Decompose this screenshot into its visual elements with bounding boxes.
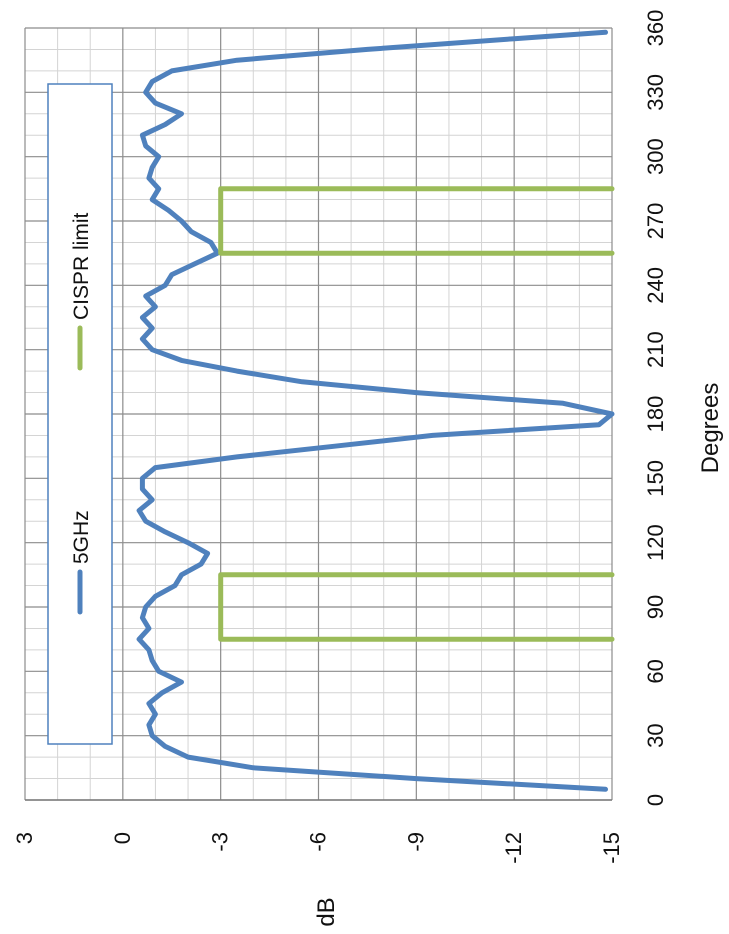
y-tick-label: 3 [12, 832, 37, 844]
x-tick-label: 150 [643, 460, 668, 497]
legend-label-cispr: CISPR limit [70, 212, 93, 320]
y-tick-label: -9 [403, 832, 428, 852]
series-line-cispr-limit [218, 186, 615, 642]
x-tick-label: 120 [643, 524, 668, 561]
x-tick-label: 300 [643, 138, 668, 175]
y-tick-label: -3 [208, 832, 233, 852]
legend-box [47, 83, 113, 745]
legend-label-5ghz: 5GHz [70, 510, 93, 564]
y-tick-label: 0 [110, 832, 135, 844]
x-tick-label: 210 [643, 331, 668, 368]
x-axis-title: Degrees [697, 383, 724, 474]
x-tick-label: 180 [643, 396, 668, 433]
x-tick-label: 330 [643, 74, 668, 111]
x-tick-label: 60 [643, 659, 668, 683]
x-tick-label: 360 [643, 10, 668, 47]
x-tick-label: 0 [643, 794, 668, 806]
y-tick-label: -6 [306, 832, 331, 852]
y-tick-label: -12 [501, 832, 526, 864]
series-line-5ghz [136, 29, 615, 792]
x-tick-label: 240 [643, 267, 668, 304]
series-layer [136, 29, 615, 792]
x-tick-label: 270 [643, 203, 668, 240]
x-tick-label: 90 [643, 595, 668, 619]
legend: 5GHz CISPR limit [47, 83, 113, 745]
x-tick-labels: 0 30 60 90 120 150 180 210 240 270 300 330 360 [643, 10, 668, 806]
y-tick-label: -15 [599, 832, 624, 864]
y-tick-labels: 3 0 -3 -6 -9 -12 -15 [12, 832, 624, 864]
x-tick-label: 30 [643, 723, 668, 747]
y-axis-title: dB [313, 897, 340, 926]
